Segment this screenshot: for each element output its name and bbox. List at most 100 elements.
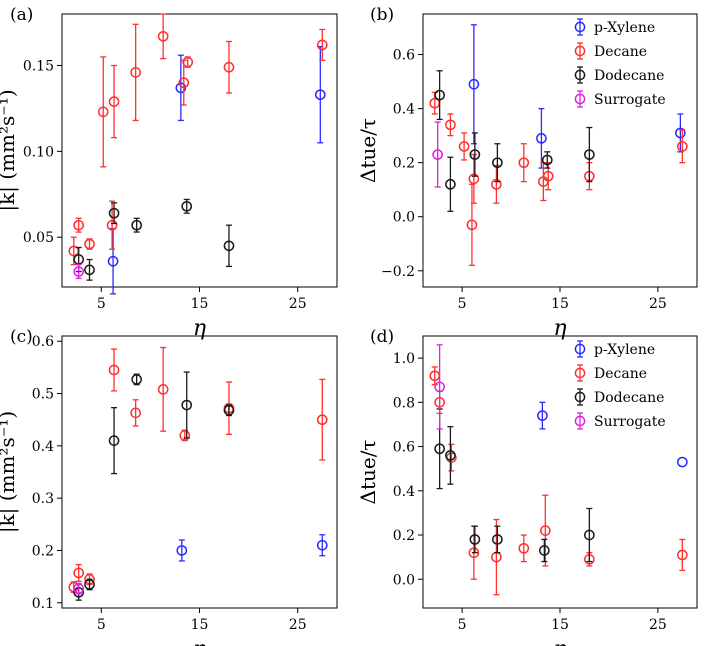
legend-marker bbox=[574, 343, 586, 355]
data-point bbox=[97, 106, 109, 118]
data-point bbox=[675, 127, 686, 139]
y-tick-label: 0.3 bbox=[32, 491, 54, 507]
legend-label: Surrogate bbox=[594, 92, 666, 108]
legend-label: Dodecane bbox=[594, 390, 664, 406]
data-point bbox=[518, 157, 530, 169]
panel-a: 5 15 25 0.05 0.10 0.15 η |k| (mm²s⁻¹) (a) bbox=[0, 5, 338, 341]
legend-label: Dodecane bbox=[594, 68, 664, 84]
data-point bbox=[676, 456, 688, 468]
data-point bbox=[223, 240, 235, 252]
legend-label: p-Xylene bbox=[594, 342, 655, 358]
series-dodecane bbox=[73, 198, 235, 281]
data-point bbox=[316, 539, 328, 551]
data-point bbox=[130, 67, 142, 78]
data-point bbox=[108, 364, 120, 376]
x-axis-label: η bbox=[193, 316, 206, 341]
panel-label: (a) bbox=[10, 5, 33, 25]
data-point bbox=[316, 39, 328, 51]
data-point bbox=[182, 56, 194, 68]
series-decane bbox=[429, 91, 688, 267]
data-point bbox=[542, 170, 554, 182]
y-axis-label: Δtue/τ bbox=[356, 118, 380, 183]
data-point bbox=[466, 219, 478, 231]
y-tick-label: 0.15 bbox=[23, 59, 54, 75]
x-tick-label: 15 bbox=[551, 617, 569, 633]
data-point bbox=[536, 132, 547, 144]
y-tick-label: 0.2 bbox=[32, 543, 54, 559]
x-tick-label: 25 bbox=[289, 296, 307, 312]
legend-marker bbox=[574, 391, 586, 403]
series-surrogate bbox=[73, 264, 85, 280]
data-point bbox=[73, 583, 85, 594]
panel-label: (d) bbox=[370, 327, 394, 347]
data-point bbox=[84, 579, 95, 590]
data-point bbox=[223, 404, 235, 416]
y-tick-label: 0.5 bbox=[32, 387, 54, 403]
data-point bbox=[434, 381, 445, 393]
legend-marker bbox=[574, 69, 586, 81]
y-axis-label: Δtue/τ bbox=[356, 440, 380, 505]
y-tick-label: 0.4 bbox=[32, 439, 54, 455]
data-point bbox=[316, 414, 328, 426]
data-point bbox=[469, 534, 481, 545]
series-p-xylene bbox=[107, 45, 326, 295]
data-point bbox=[178, 77, 190, 89]
data-point bbox=[223, 61, 235, 73]
panel-d: 5 15 25 0.0 0.2 0.4 0.6 0.8 1.0 η Δtue/τ (d) p-Xylen… bbox=[356, 327, 698, 646]
x-tick-label: 15 bbox=[551, 296, 569, 312]
data-point bbox=[108, 207, 120, 219]
series-surrogate bbox=[73, 582, 85, 595]
data-point bbox=[130, 407, 142, 419]
data-point bbox=[445, 119, 456, 131]
x-tick-label: 5 bbox=[97, 296, 106, 312]
data-point bbox=[179, 430, 191, 441]
panel-label: (c) bbox=[10, 327, 33, 347]
series-p-xylene bbox=[537, 401, 688, 468]
data-point bbox=[468, 78, 480, 90]
legend-marker bbox=[574, 45, 586, 57]
series-decane bbox=[68, 346, 328, 593]
data-point bbox=[492, 534, 503, 545]
data-point bbox=[492, 157, 503, 169]
y-tick-label: 0.0 bbox=[393, 572, 415, 588]
y-tick-label: 0.0 bbox=[393, 210, 415, 226]
series-p-xylene bbox=[176, 534, 328, 562]
legend-marker bbox=[574, 93, 586, 105]
legend: p-Xylene Decane Dodecane Surrogate bbox=[574, 18, 666, 108]
y-tick-label: 0.2 bbox=[393, 156, 415, 172]
data-point bbox=[108, 96, 120, 107]
data-point bbox=[157, 30, 169, 42]
data-point bbox=[107, 255, 119, 267]
x-axis-label: η bbox=[193, 637, 206, 646]
panel-c: 5 15 25 0.1 0.2 0.3 0.4 0.5 0.6 η |k| (mm²s⁻¹) (c) bbox=[0, 327, 338, 646]
data-point bbox=[445, 178, 456, 190]
axes-frame bbox=[61, 335, 338, 609]
data-point bbox=[469, 149, 481, 160]
data-point bbox=[676, 549, 688, 561]
panel-b: 5 15 25 −0.2 0.0 0.2 0.4 0.6 η Δtue/τ (b) p-Xylene D… bbox=[356, 5, 698, 341]
data-point bbox=[73, 219, 85, 231]
data-point bbox=[432, 149, 444, 160]
series-dodecane bbox=[434, 70, 595, 212]
data-point bbox=[73, 567, 85, 579]
x-axis-label: η bbox=[553, 316, 566, 341]
data-point bbox=[131, 219, 142, 231]
data-point bbox=[537, 410, 548, 421]
data-point bbox=[106, 219, 118, 231]
data-point bbox=[176, 545, 188, 556]
series-surrogate bbox=[432, 121, 444, 188]
data-point bbox=[541, 154, 553, 166]
series-decane bbox=[68, 13, 328, 266]
y-tick-label: 1.0 bbox=[393, 351, 415, 367]
data-point bbox=[131, 374, 142, 385]
legend: p-Xylene Decane Dodecane Surrogate bbox=[574, 340, 666, 430]
panel-label: (b) bbox=[370, 5, 394, 25]
data-point bbox=[468, 547, 480, 559]
axes-frame bbox=[422, 335, 698, 609]
data-point bbox=[539, 525, 551, 536]
data-point bbox=[445, 450, 456, 461]
y-tick-label: 0.05 bbox=[23, 230, 54, 246]
x-tick-label: 5 bbox=[458, 296, 467, 312]
legend-label: Surrogate bbox=[594, 414, 666, 430]
data-point bbox=[175, 82, 187, 94]
